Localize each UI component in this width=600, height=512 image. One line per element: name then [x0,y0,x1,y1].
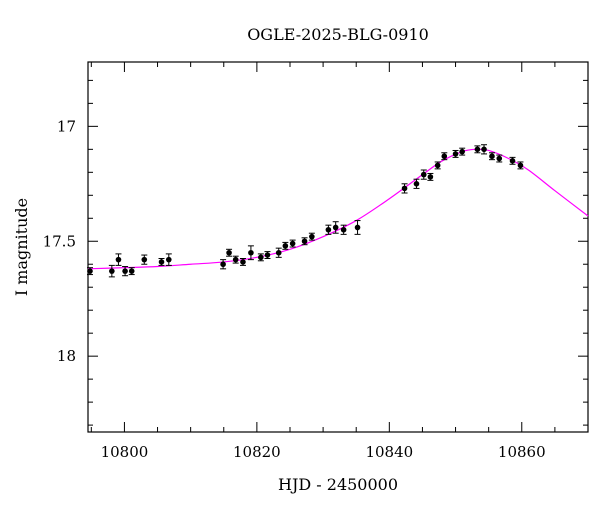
data-point [128,267,135,276]
data-point [308,232,315,241]
point-marker [420,171,427,178]
data-point [289,239,296,248]
data-point [459,147,466,156]
point-marker [509,158,516,164]
data-point [325,224,332,235]
point-marker [165,256,172,263]
chart-title: OGLE-2025-BLG-0910 [247,25,429,44]
point-marker [340,226,347,233]
data-point [441,152,448,161]
point-marker [128,268,135,274]
point-marker [489,153,495,160]
point-marker [496,155,503,162]
axis-tick-labels: 10800 10820 10840 10860 17 17.5 18 [43,117,546,461]
axis-ticks [88,62,589,432]
data-point [108,264,115,278]
data-point [509,156,516,165]
data-point [122,266,129,277]
data-point [165,253,172,266]
data-point [275,247,282,258]
data-point [239,257,246,266]
point-marker [427,174,434,180]
point-marker [248,249,254,256]
point-marker [517,162,524,169]
y-tick-label: 17.5 [43,232,76,250]
data-point [340,224,347,235]
point-marker [158,259,165,265]
point-marker [122,268,128,274]
data-point [474,145,481,154]
data-point [332,221,339,234]
x-tick-label: 10820 [233,443,281,461]
data-point [247,245,254,261]
data-point [401,183,408,194]
x-tick-label: 10800 [101,443,149,461]
data-point [301,237,308,246]
data-point [452,149,459,158]
data-point [420,169,427,180]
point-marker [452,151,459,157]
point-marker [109,268,115,274]
point-marker [413,181,420,187]
data-point [413,178,420,189]
point-marker [141,256,148,263]
point-marker [115,256,122,263]
point-marker [459,148,465,155]
data-point [434,161,441,170]
data-point [488,152,495,161]
data-point [496,154,503,163]
data-point [257,253,264,262]
point-marker [275,249,282,256]
y-tick-label: 18 [57,347,76,365]
data-point [282,241,289,250]
data-point [264,251,271,259]
point-marker [258,254,264,261]
point-marker [232,256,239,263]
data-point [86,267,93,276]
data-point [115,253,122,266]
point-marker [301,238,308,245]
y-tick-label: 17 [57,117,76,135]
data-point [517,161,524,170]
data-point [158,257,165,266]
point-marker [441,153,448,160]
data-points [86,144,524,278]
y-axis-label: I magnitude [12,198,31,296]
data-point [220,259,227,270]
point-marker [289,240,296,247]
point-marker [434,162,441,169]
point-marker [309,233,315,240]
point-marker [481,146,487,153]
point-marker [220,261,226,268]
point-marker [401,185,408,192]
point-marker [240,259,246,265]
x-tick-label: 10840 [365,443,413,461]
point-marker [325,226,332,233]
point-marker [282,243,289,249]
point-marker [87,268,93,274]
point-marker [226,249,232,256]
point-marker [332,224,339,231]
point-marker [264,252,271,258]
data-point [354,220,361,235]
data-point [141,254,148,265]
data-point [481,144,488,155]
x-axis-label: HJD - 2450000 [278,475,398,494]
model-curve [87,148,589,270]
data-point [427,172,434,181]
plot-frame [87,61,589,433]
data-point [232,255,239,264]
data-point [226,248,233,257]
x-tick-label: 10860 [498,443,546,461]
point-marker [474,146,481,153]
point-marker [354,224,361,231]
